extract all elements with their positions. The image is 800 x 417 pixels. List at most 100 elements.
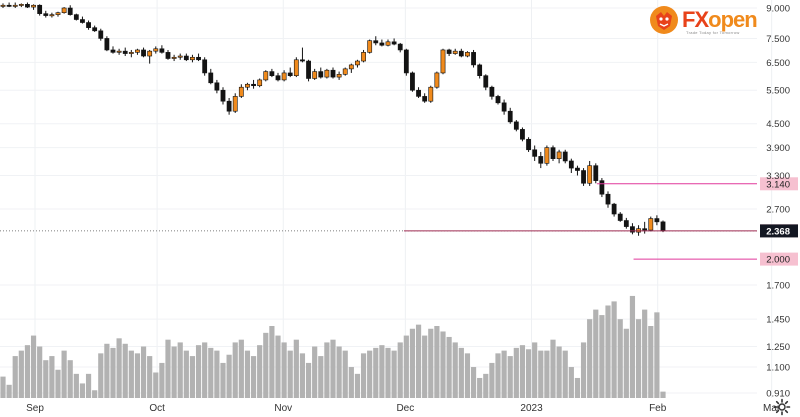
volume-bar	[513, 347, 519, 398]
candle-body	[214, 82, 220, 91]
volume-bar	[452, 342, 458, 398]
candle-body	[208, 72, 214, 84]
candle-body	[501, 102, 507, 112]
volume-bar	[538, 350, 544, 398]
price-tick-label: 9.000	[766, 4, 790, 15]
volume-bar	[24, 345, 31, 398]
x-tick-label: Oct	[149, 403, 165, 414]
volume-bar	[122, 343, 128, 398]
volume-bar	[562, 350, 568, 398]
candle-body	[648, 218, 654, 231]
candle-body	[281, 72, 287, 81]
candle-body	[489, 86, 495, 97]
candle-body	[440, 49, 446, 74]
volume-bar	[79, 383, 86, 398]
candle-body	[49, 14, 55, 17]
price-tick-label: 3.300	[766, 171, 790, 182]
volume-bar	[171, 346, 177, 398]
candle-body	[422, 96, 428, 102]
volume-bar	[177, 342, 183, 398]
candle-body	[483, 75, 489, 88]
volume-bar	[568, 367, 574, 398]
volume-bar	[464, 353, 471, 398]
volume-bar	[61, 350, 67, 398]
candle-body	[617, 213, 623, 221]
candle-body	[361, 52, 366, 62]
volume-tick-label: 1.450	[766, 315, 790, 326]
settings-gear-icon[interactable]	[773, 398, 791, 416]
candle-body	[458, 50, 464, 57]
candle-body	[611, 203, 617, 215]
candle-body	[153, 48, 159, 52]
candle-body	[562, 151, 568, 162]
candle-body	[251, 83, 256, 87]
candle-body	[660, 221, 666, 232]
candle-body	[538, 156, 544, 164]
candle-body	[471, 52, 476, 66]
volume-bar	[183, 350, 189, 398]
volume-bar	[0, 376, 6, 398]
volume-bar	[318, 356, 324, 398]
volume-bar	[415, 324, 422, 398]
last-price-label: 2.368	[766, 226, 790, 237]
x-tick-label: Nov	[274, 403, 292, 414]
volume-bar	[202, 342, 208, 398]
candle-body	[532, 149, 538, 157]
volume-bar	[605, 305, 611, 398]
candle-body	[31, 4, 36, 8]
candle-body	[623, 220, 629, 227]
volume-bar	[140, 346, 147, 398]
candle-body	[587, 165, 593, 184]
candle-body	[12, 4, 18, 7]
level-label: 2.000	[766, 255, 790, 266]
volume-bar	[385, 347, 391, 398]
price-tick-label: 3.900	[766, 143, 790, 154]
candle-body	[465, 52, 470, 57]
candle-body	[544, 147, 550, 164]
volume-bar	[391, 350, 397, 398]
candle-body	[391, 41, 397, 45]
volume-bar	[489, 362, 495, 398]
volume-bar	[269, 326, 275, 398]
candle-body	[605, 193, 611, 205]
volume-bar	[6, 384, 12, 398]
candle-body	[92, 27, 98, 32]
volume-bar	[116, 338, 122, 398]
candle-body	[37, 4, 43, 14]
price-tick-label: 5.500	[766, 86, 790, 97]
candle-body	[177, 55, 183, 58]
candle-body	[275, 75, 281, 81]
candle-body	[581, 170, 586, 184]
volume-bar	[159, 362, 165, 398]
candle-body	[526, 138, 531, 151]
volume-bar	[226, 354, 232, 398]
volume-bar	[580, 342, 587, 398]
volume-bar	[336, 346, 342, 398]
volume-bar	[599, 315, 605, 398]
volume-bar	[189, 356, 196, 398]
volume-bar	[214, 350, 220, 398]
volume-bar	[642, 309, 648, 398]
candle-body	[446, 49, 452, 54]
volume-bar	[73, 373, 79, 398]
volume-bar	[281, 342, 287, 398]
volume-bar	[532, 342, 538, 398]
candle-body	[73, 14, 79, 20]
candle-body	[330, 69, 336, 78]
volume-bar	[165, 339, 171, 398]
candle-body	[220, 89, 226, 102]
volume-bar	[153, 372, 159, 398]
volume-bar	[98, 353, 104, 398]
candle-body	[654, 218, 660, 223]
volume-bar	[446, 336, 452, 398]
candle-body	[495, 96, 501, 104]
volume-bar	[360, 353, 367, 398]
volume-bar	[617, 319, 623, 398]
volume-bar	[354, 373, 361, 398]
volume-bar	[92, 390, 98, 398]
candle-body	[257, 79, 263, 87]
volume-bar	[104, 343, 110, 398]
volume-bar	[501, 350, 507, 398]
volume-tick-label: 1.250	[766, 342, 790, 353]
